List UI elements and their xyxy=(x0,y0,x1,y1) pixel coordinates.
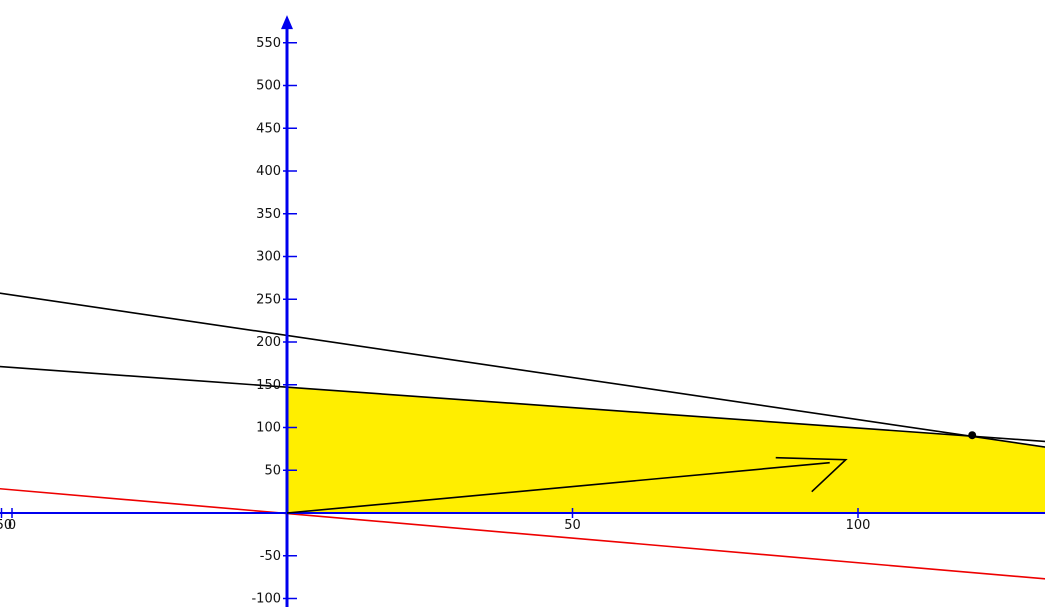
y-tick-label: 400 xyxy=(256,164,281,179)
y-tick-label: 550 xyxy=(256,36,281,51)
series-line-2 xyxy=(0,365,1045,443)
direction-vector-shaft xyxy=(286,461,830,514)
y-tick-label: 350 xyxy=(256,207,281,222)
x-axis-ticks: 0-5050100150200250 xyxy=(0,508,871,533)
x-tick-label: 0 xyxy=(8,518,16,533)
y-tick-label: 50 xyxy=(264,463,281,478)
feasible-region xyxy=(287,387,1045,513)
y-axis: 550 500 450 400 350 300 250 200 150 100 50 -50 -100 xyxy=(251,15,297,608)
x-axis: 0-5050100150200250 xyxy=(0,508,1045,533)
x-tick-label: 50 xyxy=(564,518,581,533)
x-tick-label: -50 xyxy=(0,518,12,533)
y-tick-label: -50 xyxy=(260,549,281,564)
y-tick-label: 250 xyxy=(256,292,281,307)
direction-vector xyxy=(286,456,848,514)
y-tick-label: 300 xyxy=(256,250,281,265)
direction-vector-head xyxy=(775,456,848,493)
series-line-3 xyxy=(0,487,1045,580)
y-axis-ticks: 550 500 450 400 350 300 250 200 150 100 50 -50 -100 xyxy=(251,36,297,607)
y-axis-arrowhead xyxy=(281,15,293,30)
y-tick-label: 500 xyxy=(256,79,281,94)
x-tick-label: 100 xyxy=(846,518,871,533)
y-tick-label: 450 xyxy=(256,121,281,136)
y-tick-label: 100 xyxy=(256,421,281,436)
series-line-1 xyxy=(0,292,1045,448)
constraint-lines xyxy=(0,292,1045,580)
y-tick-label: 200 xyxy=(256,335,281,350)
y-tick-label: -100 xyxy=(251,592,281,607)
optimum-point xyxy=(968,431,977,440)
y-tick-label: 150 xyxy=(256,378,281,393)
